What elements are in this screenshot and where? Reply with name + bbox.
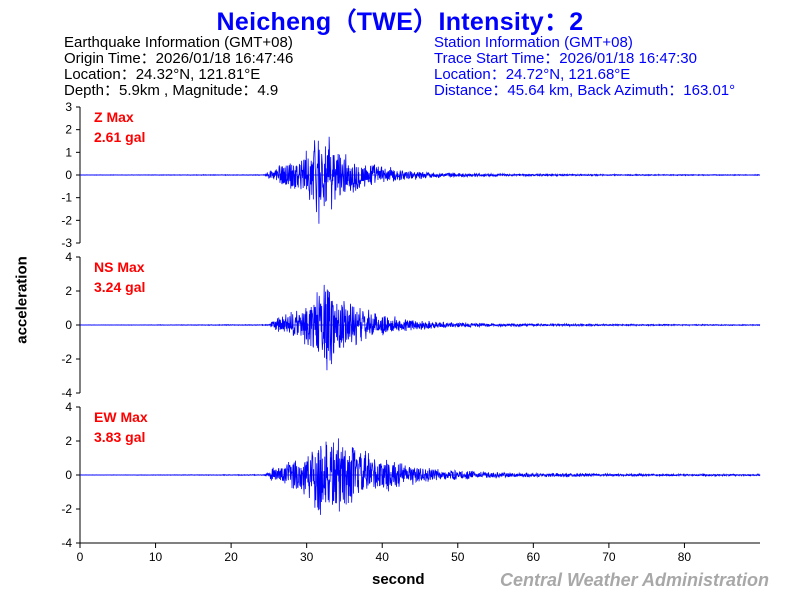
y-tick-label: 0 <box>65 468 72 482</box>
x-tick-label: 20 <box>224 550 238 564</box>
y-tick-label: 2 <box>65 434 72 448</box>
origin-time: Origin Time：2026/01/18 16:47:46 <box>64 50 294 67</box>
x-axis-label: second <box>372 571 425 588</box>
x-tick-label: 40 <box>376 550 390 564</box>
y-tick-label: -3 <box>61 236 72 250</box>
earthquake-info: Earthquake Information (GMT+08) Origin T… <box>64 35 293 99</box>
y-tick-label: 2 <box>65 123 72 137</box>
x-tick-label: 70 <box>602 550 616 564</box>
earthquake-info-heading: Earthquake Information (GMT+08) <box>64 34 293 51</box>
trace-start-time: Trace Start Time：2026/01/18 16:47:30 <box>434 50 697 67</box>
x-tick-label: 60 <box>527 550 541 564</box>
y-tick-label: -4 <box>61 536 72 550</box>
y-tick-label: -4 <box>61 386 72 400</box>
y-tick-label: -1 <box>61 191 72 205</box>
y-tick-label: -2 <box>61 213 72 227</box>
station-info: Station Information (GMT+08) Trace Start… <box>434 35 735 99</box>
x-tick-label: 30 <box>300 550 314 564</box>
x-tick-label: 50 <box>451 550 465 564</box>
chart-title: Neicheng（TWE）Intensity：2 <box>216 8 584 36</box>
x-tick-label: 10 <box>149 550 163 564</box>
panel-label-z: Z Max <box>94 109 134 125</box>
y-tick-label: 0 <box>65 168 72 182</box>
panel-label-ew: EW Max <box>94 409 148 425</box>
y-axis-label: acceleration <box>13 256 31 344</box>
panel-max-ns: 3.24 gal <box>94 279 145 295</box>
y-tick-label: -2 <box>61 502 72 516</box>
panel-max-ew: 3.83 gal <box>94 429 145 445</box>
y-tick-label: -2 <box>61 352 72 366</box>
epicenter-location: Location：24.32°N, 121.81°E <box>64 66 261 83</box>
waveform-ew <box>79 438 761 515</box>
x-tick-label: 0 <box>77 550 84 564</box>
y-tick-label: 3 <box>65 100 72 114</box>
y-tick-label: 0 <box>65 318 72 332</box>
y-tick-label: 2 <box>65 284 72 298</box>
panel-label-ns: NS Max <box>94 259 145 275</box>
y-tick-label: 1 <box>65 145 72 159</box>
y-tick-label: 4 <box>65 400 72 414</box>
agency-credit: Central Weather Administration <box>499 570 769 590</box>
waveform-z <box>79 136 761 224</box>
x-tick-label: 80 <box>678 550 692 564</box>
station-location: Location：24.72°N, 121.68°E <box>434 66 631 83</box>
depth-magnitude: Depth：5.9km , Magnitude：4.9 <box>64 82 279 99</box>
station-distance: Distance：45.64 km, Back Azimuth：163.01° <box>434 82 736 99</box>
panel-max-z: 2.61 gal <box>94 129 145 145</box>
station-info-heading: Station Information (GMT+08) <box>434 34 633 51</box>
y-tick-label: 4 <box>65 250 72 264</box>
waveform-ns <box>79 284 761 371</box>
